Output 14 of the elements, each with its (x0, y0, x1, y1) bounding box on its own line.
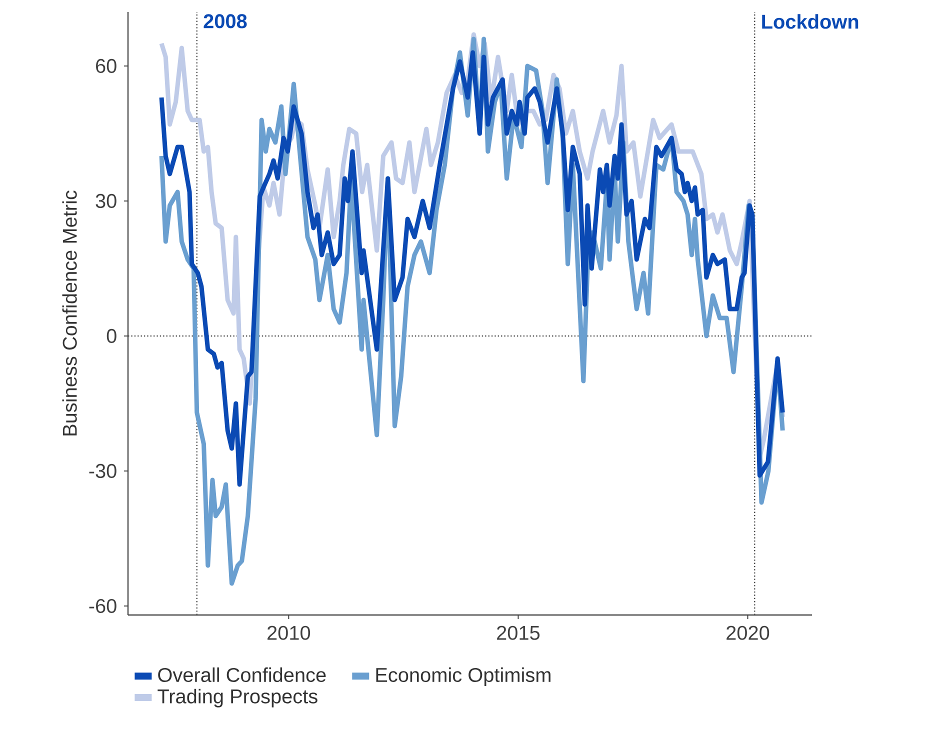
x-tick-label: 2010 (268, 626, 310, 640)
ref-line-label: 2008 (204, 14, 247, 28)
y-tick-label: 0 (106, 328, 116, 344)
legend-label: Overall Confidence (158, 667, 326, 682)
legend-label: Trading Prospects (158, 688, 318, 708)
x-tick-label: 2020 (726, 626, 770, 640)
y-tick-label: -30 (89, 464, 116, 478)
y-tick-label: -60 (89, 598, 116, 614)
legend-label: Economic Optimism (376, 667, 550, 686)
y-tick-label: 30 (96, 194, 116, 208)
y-axis-title: Business Confidence Metric (62, 190, 77, 436)
ref-line-label: Lockdown (762, 14, 858, 29)
y-tick-label: 60 (96, 58, 116, 74)
x-tick-label: 2015 (497, 626, 540, 640)
